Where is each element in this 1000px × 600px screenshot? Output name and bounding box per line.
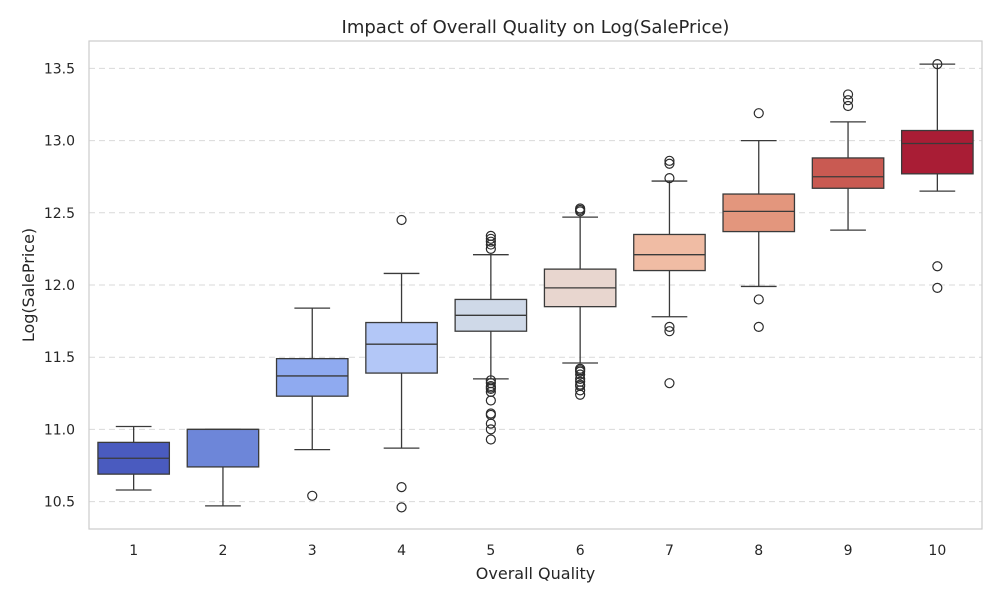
iqr-box (722, 193, 796, 233)
box-group (900, 59, 974, 293)
chart-title: Impact of Overall Quality on Log(SalePri… (342, 17, 730, 38)
y-tick-label: 12.0 (44, 278, 75, 294)
x-tick-label: 6 (576, 543, 585, 559)
outlier-point (575, 376, 586, 387)
x-tick-label: 4 (397, 543, 406, 559)
outlier-point (753, 108, 764, 119)
y-tick-labels: 10.5 11.0 11.5 12.0 12.5 13.0 13.5 (44, 61, 75, 510)
iqr-box (275, 357, 349, 397)
boxes (97, 59, 974, 513)
outlier-point (575, 379, 586, 390)
box-group (275, 307, 349, 501)
box-group (633, 155, 706, 389)
box-group (97, 425, 171, 491)
outlier-point (396, 502, 407, 513)
y-tick-label: 12.5 (44, 206, 75, 222)
iqr-box (900, 129, 974, 175)
y-axis-label: Log(SalePrice) (19, 228, 38, 342)
outlier-point (575, 363, 586, 374)
plot-frame (88, 40, 983, 530)
y-tick-label: 11.5 (44, 350, 75, 366)
x-tick-label: 1 (129, 543, 138, 559)
outlier-point (664, 326, 675, 337)
outlier-point (664, 158, 675, 169)
outlier-point (932, 282, 943, 293)
iqr-box (633, 233, 706, 272)
outlier-point (307, 490, 318, 501)
outlier-point (396, 482, 407, 493)
outlier-point (485, 233, 496, 244)
outlier-point (485, 380, 496, 392)
y-tick-label: 13.0 (44, 134, 75, 150)
box-group (186, 428, 260, 507)
outlier-point (485, 408, 496, 419)
outlier-point (485, 418, 496, 429)
outlier-point (485, 243, 496, 255)
outlier-point (575, 203, 586, 214)
outlier-point (664, 155, 675, 166)
y-tick-label: 11.0 (44, 422, 75, 438)
outlier-point (485, 236, 496, 247)
iqr-box (365, 321, 438, 374)
outlier-point (664, 378, 675, 389)
outlier-point (485, 434, 496, 445)
x-tick-label: 9 (844, 543, 853, 559)
outlier-point (932, 261, 943, 272)
outlier-point (485, 375, 496, 386)
outlier-point (932, 59, 943, 70)
x-tick-label: 10 (928, 543, 946, 559)
outlier-point (485, 230, 496, 242)
x-tick-label: 7 (665, 543, 674, 559)
outlier-point (485, 424, 496, 435)
iqr-box (811, 157, 885, 189)
outlier-point (485, 395, 496, 406)
outlier-point (396, 214, 407, 226)
outlier-point (664, 173, 675, 184)
x-tick-label: 8 (754, 543, 763, 559)
y-tick-label: 13.5 (44, 61, 75, 77)
outlier-point (842, 100, 854, 112)
box-group (365, 214, 438, 513)
outlier-point (842, 89, 854, 100)
box-group (811, 89, 885, 231)
x-tick-labels: 1 2 3 4 5 6 7 8 9 10 (129, 543, 946, 559)
outlier-point (842, 95, 854, 106)
x-tick-label: 5 (486, 543, 495, 559)
x-axis-label: Overall Quality (476, 564, 595, 583)
iqr-box (186, 428, 260, 468)
outlier-point (575, 369, 586, 380)
box-group (722, 108, 796, 332)
box-group (454, 230, 528, 445)
y-tick-label: 10.5 (44, 495, 75, 511)
outlier-point (753, 294, 764, 305)
outlier-point (485, 378, 496, 389)
grid-lines (89, 67, 982, 503)
outlier-point (753, 321, 764, 332)
box-group (543, 203, 617, 400)
x-tick-label: 2 (218, 543, 227, 559)
x-tick-label: 3 (308, 543, 317, 559)
outlier-point (664, 321, 675, 332)
